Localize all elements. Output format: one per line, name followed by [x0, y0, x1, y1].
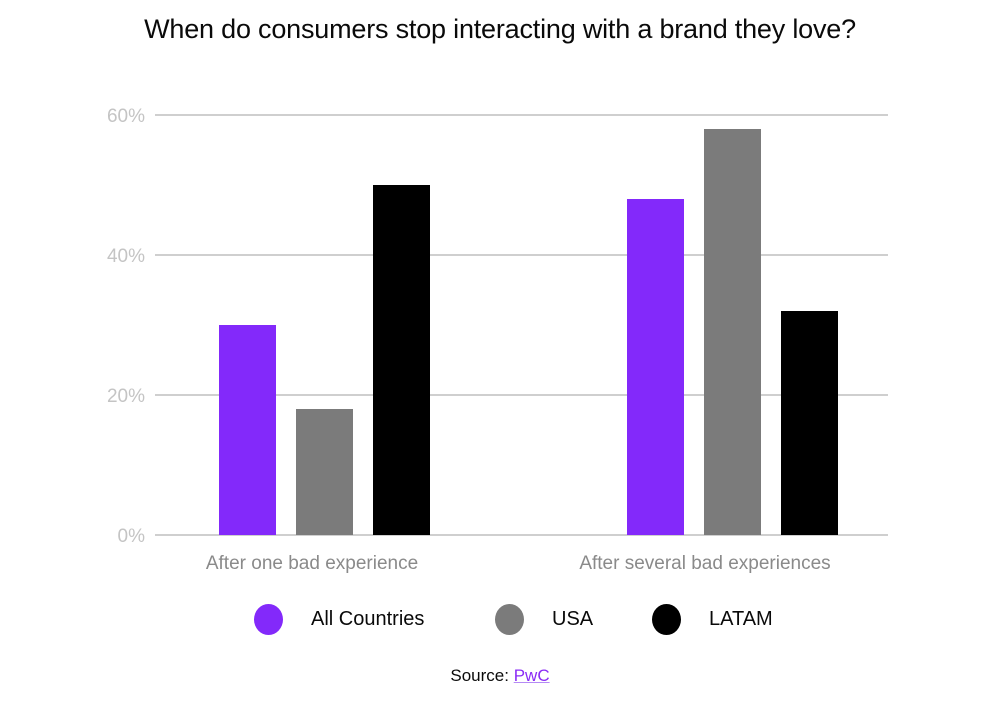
y-tick-label: 0% — [118, 526, 146, 547]
bar-chart: 0% 20% 40% 60% After one bad experience After… — [107, 106, 888, 574]
chart-title: When do consumers stop interacting with … — [144, 14, 856, 44]
bar-latam-1 — [373, 185, 430, 535]
legend-item-latam: LATAM — [652, 604, 773, 635]
legend: All Countries USA LATAM — [0, 604, 1000, 640]
legend-label: All Countries — [311, 608, 425, 630]
legend-label: LATAM — [709, 608, 773, 630]
source-prefix: Source: — [450, 666, 509, 685]
legend-swatch-usa — [495, 604, 524, 635]
y-tick-label: 60% — [107, 106, 145, 127]
y-tick-label: 20% — [107, 386, 145, 407]
bar-all-countries-1 — [219, 325, 276, 535]
legend-item-all-countries: All Countries — [254, 604, 424, 635]
y-tick-label: 40% — [107, 246, 145, 267]
x-category-label: After several bad experiences — [579, 553, 830, 574]
legend-swatch-all-countries — [254, 604, 283, 635]
source-note: Source: PwC — [0, 666, 1000, 686]
bar-usa-2 — [704, 129, 761, 535]
legend-item-usa: USA — [495, 604, 593, 635]
legend-label: USA — [552, 608, 594, 630]
x-category-label: After one bad experience — [206, 553, 418, 574]
bar-all-countries-2 — [627, 199, 684, 535]
source-link[interactable]: PwC — [513, 666, 550, 685]
bar-usa-1 — [296, 409, 353, 535]
legend-swatch-latam — [652, 604, 681, 635]
bar-latam-2 — [781, 311, 838, 535]
